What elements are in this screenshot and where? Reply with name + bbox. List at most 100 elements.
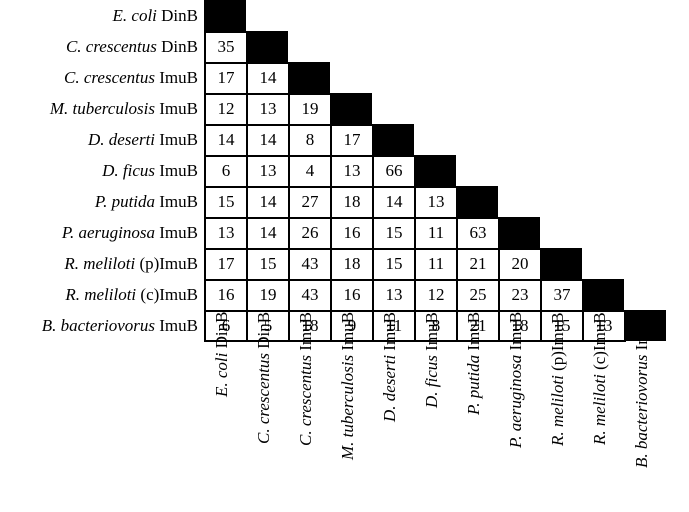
column-label: R. meliloti (c)ImuB	[582, 310, 624, 510]
diagonal-cell	[456, 186, 498, 217]
column-label: M. tuberculosis ImuB	[330, 310, 372, 510]
matrix-cell: 18	[330, 186, 372, 217]
species-name: B. bacteriovorus	[41, 316, 156, 335]
matrix-cell: 5	[246, 310, 288, 341]
matrix-cell: 19	[288, 93, 330, 124]
row-label: E. coli DinB	[0, 0, 198, 31]
matrix-cell: 12	[414, 279, 456, 310]
matrix-cell: 6	[204, 310, 246, 341]
protein-name: (p)ImuB	[548, 312, 567, 375]
species-name: R. meliloti	[548, 374, 567, 446]
matrix-cell: 4	[288, 155, 330, 186]
matrix-cell: 18	[330, 248, 372, 279]
protein-name: ImuB	[380, 312, 399, 355]
species-name: R. meliloti	[64, 254, 136, 273]
diagonal-cell	[498, 217, 540, 248]
column-label: P. aeruginosa ImuB	[498, 310, 540, 510]
matrix-cell: 43	[288, 248, 330, 279]
species-name: C. crescentus	[65, 37, 157, 56]
protein-name: ImuB	[155, 223, 198, 242]
matrix-cell: 66	[372, 155, 414, 186]
matrix-cell: 63	[456, 217, 498, 248]
matrix-cell: 27	[288, 186, 330, 217]
matrix-cell: 25	[456, 279, 498, 310]
row-label: R. meliloti (c)ImuB	[0, 279, 198, 310]
matrix-cell: 37	[540, 279, 582, 310]
diagonal-cell	[246, 31, 288, 62]
row-label: D. ficus ImuB	[0, 155, 198, 186]
matrix-cell: 43	[288, 279, 330, 310]
row-label: P. aeruginosa ImuB	[0, 217, 198, 248]
matrix-cell: 23	[498, 279, 540, 310]
species-name: P. aeruginosa	[61, 223, 156, 242]
matrix-cell: 13	[246, 155, 288, 186]
matrix-cell: 21	[456, 248, 498, 279]
column-label-text: D. ficus ImuB	[422, 312, 442, 510]
row-label: P. putida ImuB	[0, 186, 198, 217]
diagonal-cell	[204, 0, 246, 31]
matrix-cell: 6	[204, 155, 246, 186]
matrix-cell: 21	[456, 310, 498, 341]
matrix-cell: 19	[246, 279, 288, 310]
species-name: B. bacteriovorus	[632, 354, 651, 469]
protein-name: ImuB	[464, 312, 483, 355]
protein-name: DinB	[156, 37, 198, 56]
column-label-text: C. crescentus ImuB	[296, 312, 316, 510]
column-label: D. deserti ImuB	[372, 310, 414, 510]
species-name: R. meliloti	[65, 285, 137, 304]
matrix-cell: 18	[288, 310, 330, 341]
species-name: M. tuberculosis	[338, 354, 357, 461]
matrix-cell: 17	[330, 124, 372, 155]
row-label: C. crescentus DinB	[0, 31, 198, 62]
column-label-text: P. putida ImuB	[464, 312, 484, 510]
protein-name: ImuB	[155, 99, 198, 118]
column-label: E. coli DinB	[204, 310, 246, 510]
diagonal-cell	[372, 124, 414, 155]
diagonal-cell	[624, 310, 666, 341]
protein-name: DinB	[254, 312, 273, 354]
protein-name: ImuB	[155, 192, 198, 211]
protein-name: DinB	[156, 6, 198, 25]
matrix-cell: 13	[414, 186, 456, 217]
matrix-cell: 12	[204, 93, 246, 124]
row-label: C. crescentus ImuB	[0, 62, 198, 93]
protein-name: ImuB	[296, 312, 315, 355]
species-name: P. aeruginosa	[506, 354, 525, 449]
column-label-text: R. meliloti (c)ImuB	[590, 312, 610, 510]
row-label: R. meliloti (p)ImuB	[0, 248, 198, 279]
species-name: D. deserti	[87, 130, 156, 149]
species-name: E. coli	[212, 353, 231, 398]
diagonal-cell	[330, 93, 372, 124]
matrix-cell: 8	[288, 124, 330, 155]
diagonal-cell	[582, 279, 624, 310]
matrix-cell: 17	[204, 248, 246, 279]
matrix-cell: 11	[414, 217, 456, 248]
matrix-cell: 16	[330, 279, 372, 310]
column-label-text: C. crescentus DinB	[254, 312, 274, 510]
column-label: C. crescentus ImuB	[288, 310, 330, 510]
species-name: C. crescentus	[296, 354, 315, 446]
column-label-text: R. meliloti (p)ImuB	[548, 312, 568, 510]
species-name: D. deserti	[380, 354, 399, 423]
column-label: R. meliloti (p)ImuB	[540, 310, 582, 510]
protein-name: ImuB	[338, 312, 357, 355]
matrix-cell: 13	[330, 155, 372, 186]
diagonal-cell	[540, 248, 582, 279]
protein-name: ImuB	[155, 68, 198, 87]
species-name: C. crescentus	[254, 353, 273, 445]
matrix-cell: 8	[414, 310, 456, 341]
diagonal-cell	[414, 155, 456, 186]
column-label: P. putida ImuB	[456, 310, 498, 510]
protein-name: (p)ImuB	[135, 254, 198, 273]
column-label: D. ficus ImuB	[414, 310, 456, 510]
matrix-cell: 15	[246, 248, 288, 279]
matrix-cell: 13	[372, 279, 414, 310]
matrix-cell: 14	[246, 217, 288, 248]
matrix-cell: 14	[372, 186, 414, 217]
matrix-cell: 14	[246, 186, 288, 217]
matrix-cell: 15	[372, 217, 414, 248]
matrix-cell: 20	[498, 248, 540, 279]
matrix-cell: 15	[540, 310, 582, 341]
matrix-cell: 13	[582, 310, 624, 341]
